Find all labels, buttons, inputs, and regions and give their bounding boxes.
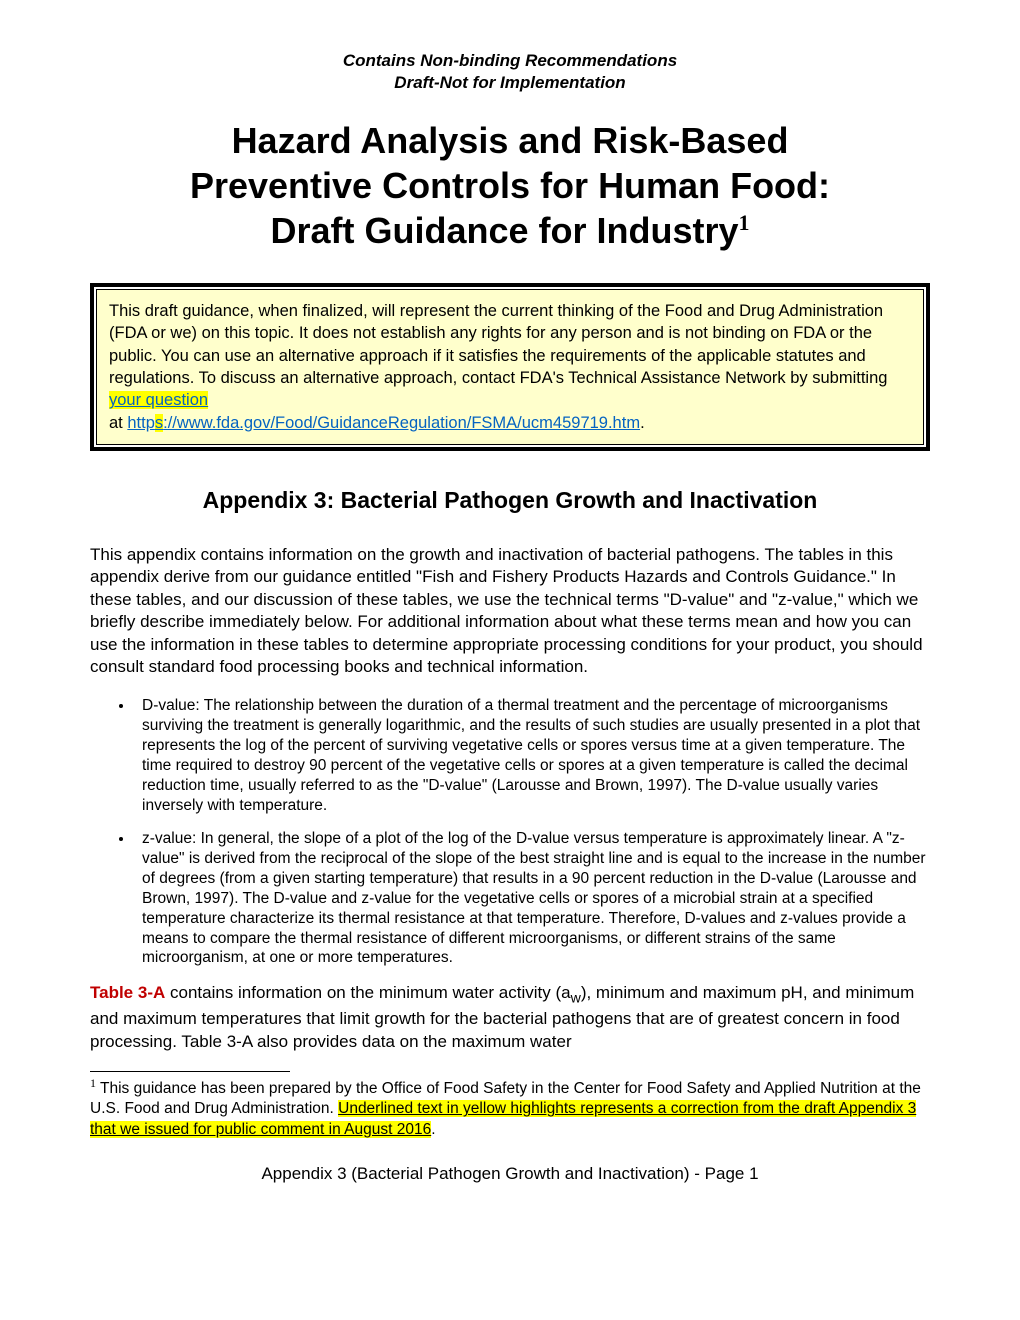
notice-after: . (640, 414, 645, 432)
title-line-1: Hazard Analysis and Risk-Based (232, 120, 789, 161)
document-page: Contains Non-binding Recommendations Dra… (0, 0, 1020, 1320)
your-question-text: your question (109, 391, 208, 409)
document-title: Hazard Analysis and Risk-Based Preventiv… (90, 118, 930, 253)
table-reference-paragraph: Table 3-A contains information on the mi… (90, 982, 930, 1053)
page-header-note: Contains Non-binding Recommendations Dra… (90, 50, 930, 94)
d-value-bullet: D-value: The relationship between the du… (134, 696, 930, 815)
notice-box-content: This draft guidance, when finalized, wil… (96, 289, 924, 445)
url-hl: s (155, 414, 163, 432)
z-value-bullet: z-value: In general, the slope of a plot… (134, 829, 930, 968)
footnote-separator (90, 1071, 290, 1072)
your-question-link[interactable]: your question (109, 391, 208, 409)
footnote-after: . (431, 1121, 435, 1138)
page-footer: Appendix 3 (Bacterial Pathogen Growth an… (90, 1164, 930, 1184)
header-line-2: Draft-Not for Implementation (394, 73, 625, 92)
footnote-1: 1 This guidance has been prepared by the… (90, 1076, 930, 1140)
appendix-heading: Appendix 3: Bacterial Pathogen Growth an… (90, 487, 930, 514)
definition-list: D-value: The relationship between the du… (90, 696, 930, 968)
table-3a-ref: Table 3-A (90, 983, 165, 1002)
header-line-1: Contains Non-binding Recommendations (343, 51, 677, 70)
notice-box: This draft guidance, when finalized, wil… (90, 283, 930, 451)
notice-text-pre: This draft guidance, when finalized, wil… (109, 302, 887, 387)
fda-url-link[interactable]: https://www.fda.gov/Food/GuidanceRegulat… (127, 414, 640, 432)
notice-between: at (109, 414, 127, 432)
title-line-2: Preventive Controls for Human Food: (190, 165, 830, 206)
aw-subscript: w (571, 991, 581, 1007)
url-pre: http (127, 414, 155, 432)
intro-paragraph: This appendix contains information on th… (90, 544, 930, 679)
table-para-pre: contains information on the minimum wate… (165, 983, 570, 1002)
url-post: ://www.fda.gov/Food/GuidanceRegulation/F… (163, 414, 640, 432)
title-line-3: Draft Guidance for Industry (270, 210, 738, 251)
title-superscript: 1 (739, 210, 750, 235)
